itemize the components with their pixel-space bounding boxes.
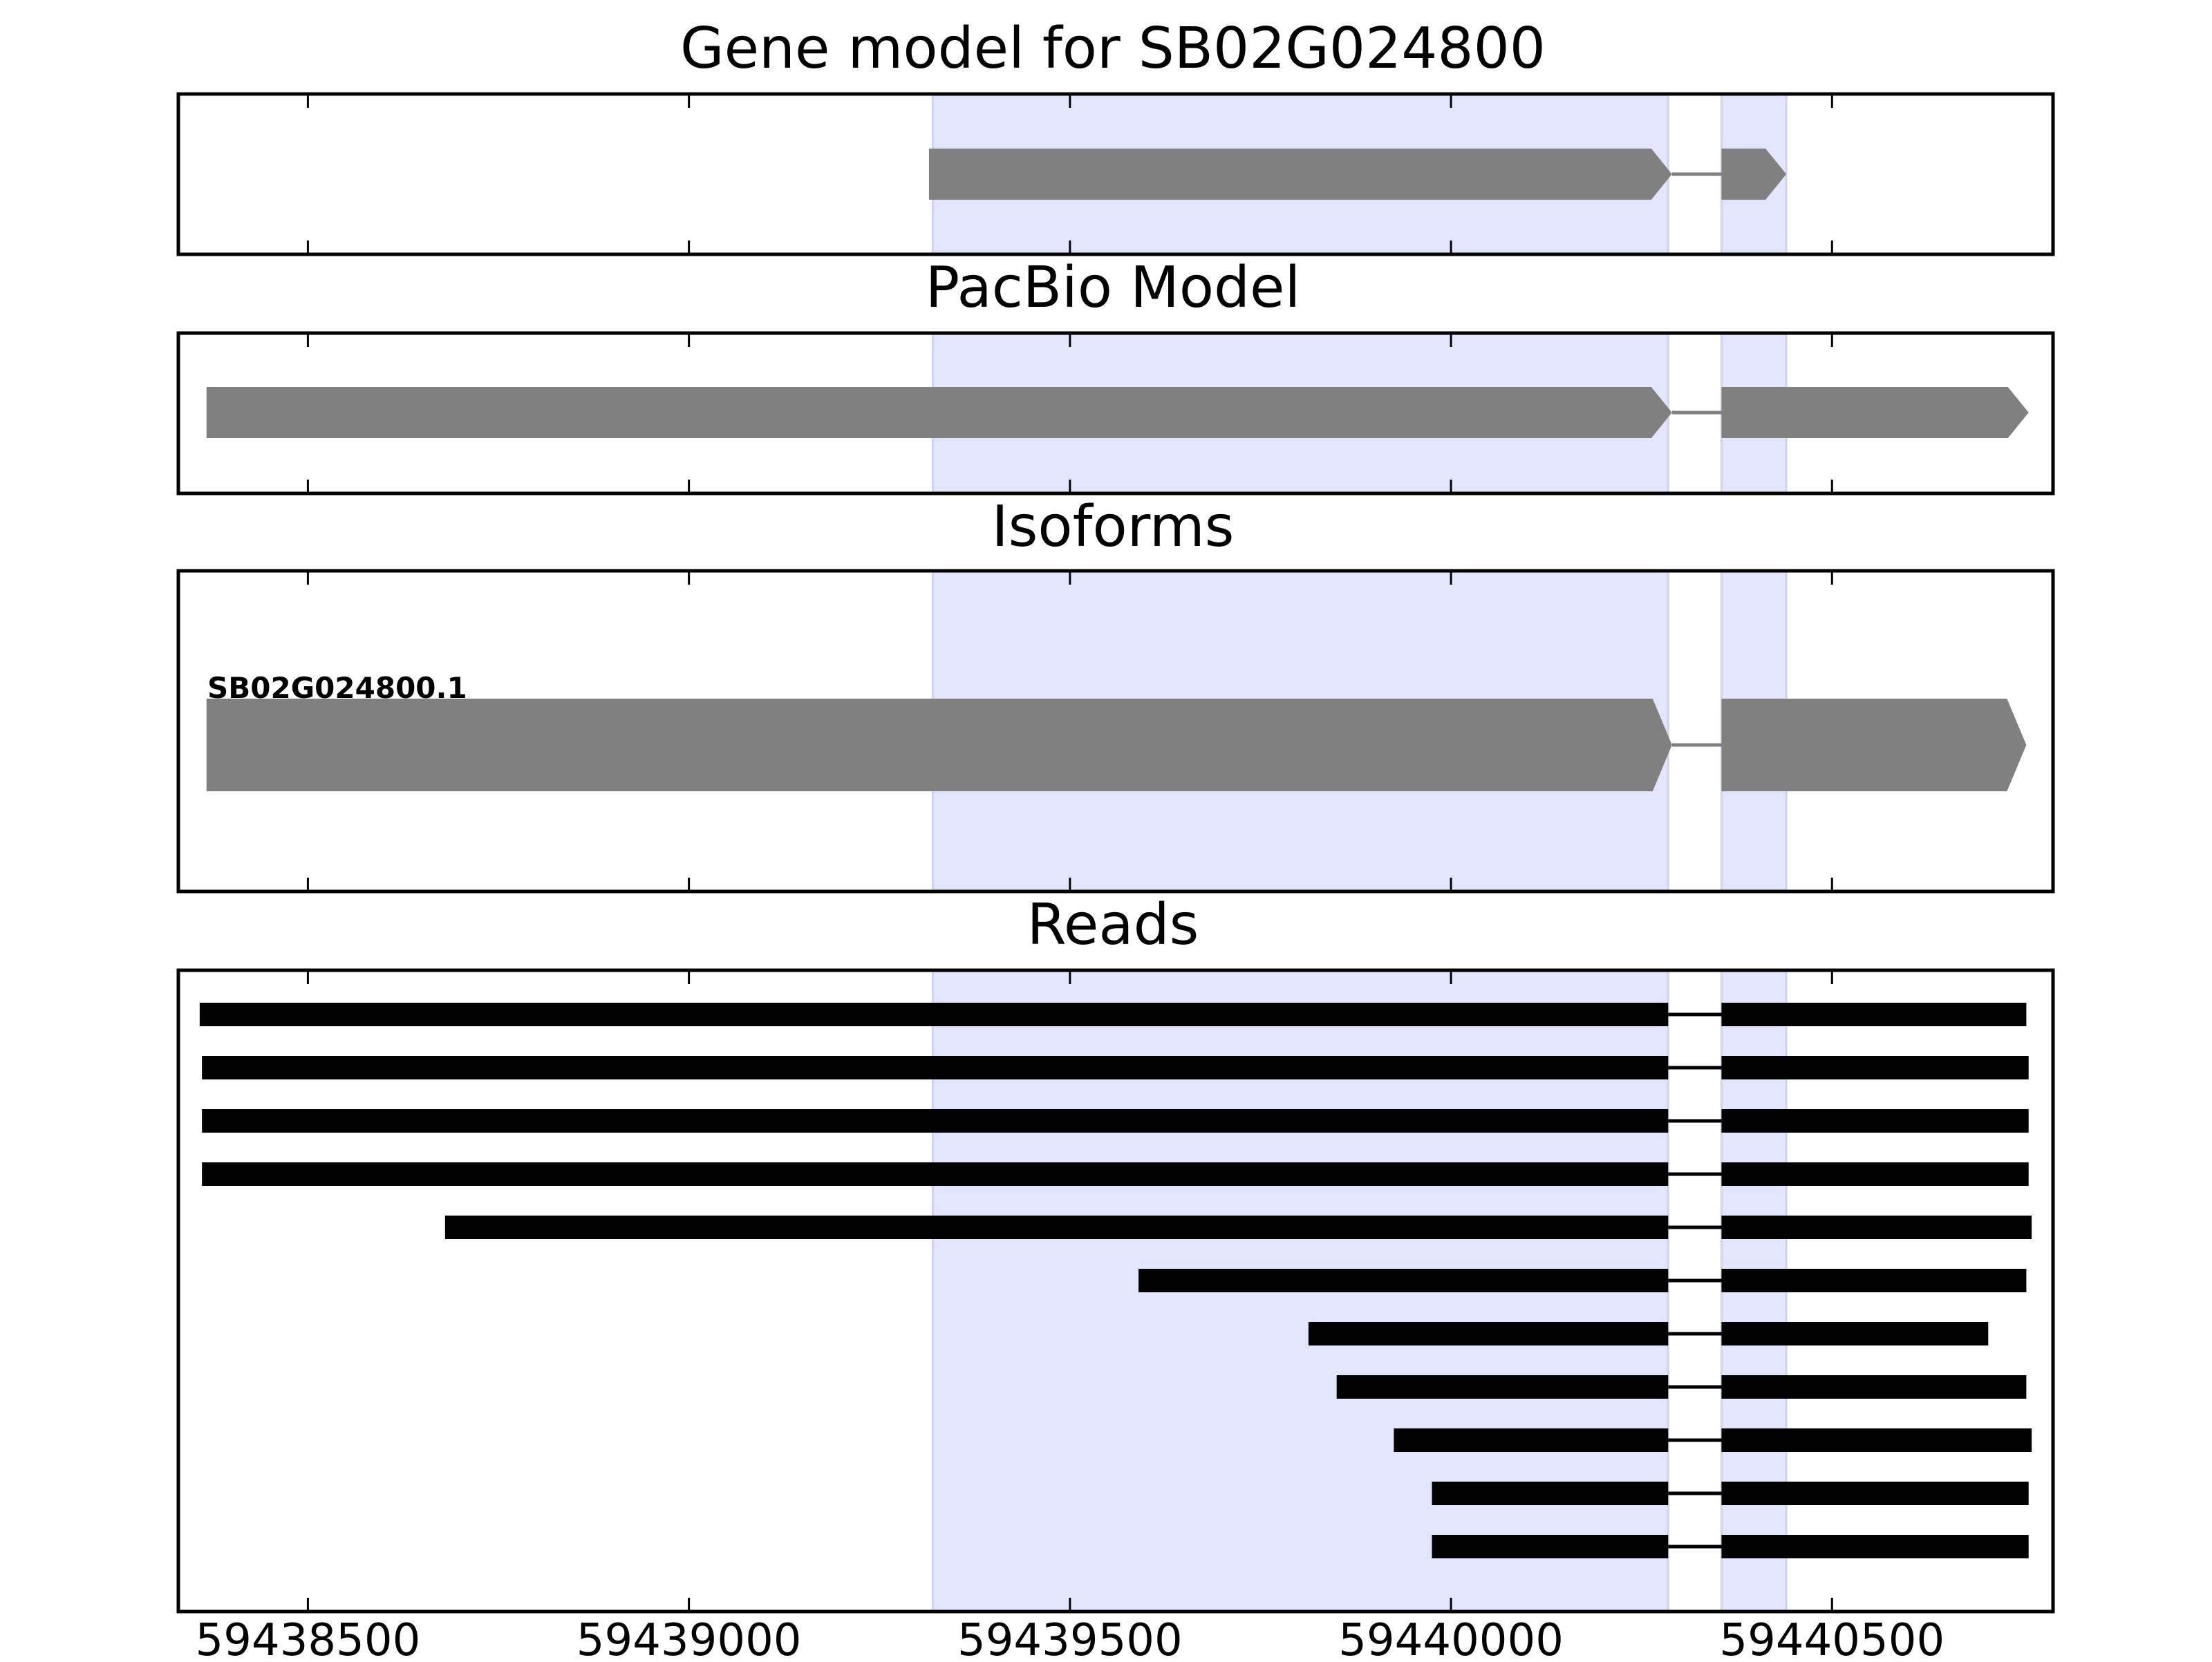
x-tick-label: 59439500 (957, 1615, 1183, 1659)
read-segment (1721, 1216, 2032, 1239)
read-segment (202, 1056, 1669, 1079)
panel-title-gene-model: Gene model for SB02G024800 (680, 16, 1546, 82)
panel-title-pacbio-model: PacBio Model (926, 255, 1301, 321)
panel-frames-overlay: 59438500 59439000 59439500 59440000 59440500 (176, 92, 2055, 1662)
read-segment (1721, 1269, 2027, 1292)
x-tick-label: 59440000 (1338, 1615, 1564, 1659)
read-segment (1721, 1375, 2027, 1399)
read-segment (1394, 1428, 1669, 1452)
panel-frame (176, 92, 2055, 256)
panel-title-reads: Reads (1027, 892, 1199, 958)
x-tick-label: 59440500 (1719, 1615, 1944, 1659)
read-segment (1432, 1482, 1669, 1505)
read-segment (202, 1162, 1669, 1186)
read-segment (1721, 1003, 2027, 1026)
read-segment (1721, 1322, 1989, 1345)
read-segment (1721, 1056, 2029, 1079)
read-segment (444, 1216, 1669, 1239)
exon-block (206, 387, 1672, 438)
chart-marks (199, 93, 2032, 1613)
read-segment (1336, 1375, 1669, 1399)
read-segment (199, 1003, 1669, 1026)
read-segment (1721, 1428, 2032, 1452)
read-segment (202, 1109, 1669, 1133)
panel-frame (176, 331, 2055, 495)
read-segment (1432, 1535, 1669, 1558)
x-tick-label: 59438500 (196, 1615, 421, 1659)
panel-title-isoforms: Isoforms (992, 494, 1235, 560)
exon-block (928, 149, 1672, 200)
panel-frame (176, 968, 2055, 1614)
read-segment (1721, 1535, 2029, 1558)
read-segment (1721, 1162, 2029, 1186)
exon-block (1721, 149, 1787, 200)
read-segment (1721, 1482, 2029, 1505)
exon-block (206, 699, 1672, 791)
read-segment (1138, 1269, 1669, 1292)
x-tick-label: 59439000 (577, 1615, 802, 1659)
panel-frame (176, 569, 2055, 894)
exon-block (1721, 699, 2027, 791)
read-segment (1308, 1322, 1669, 1345)
exon-block (1721, 387, 2029, 438)
read-segment (1721, 1109, 2029, 1133)
